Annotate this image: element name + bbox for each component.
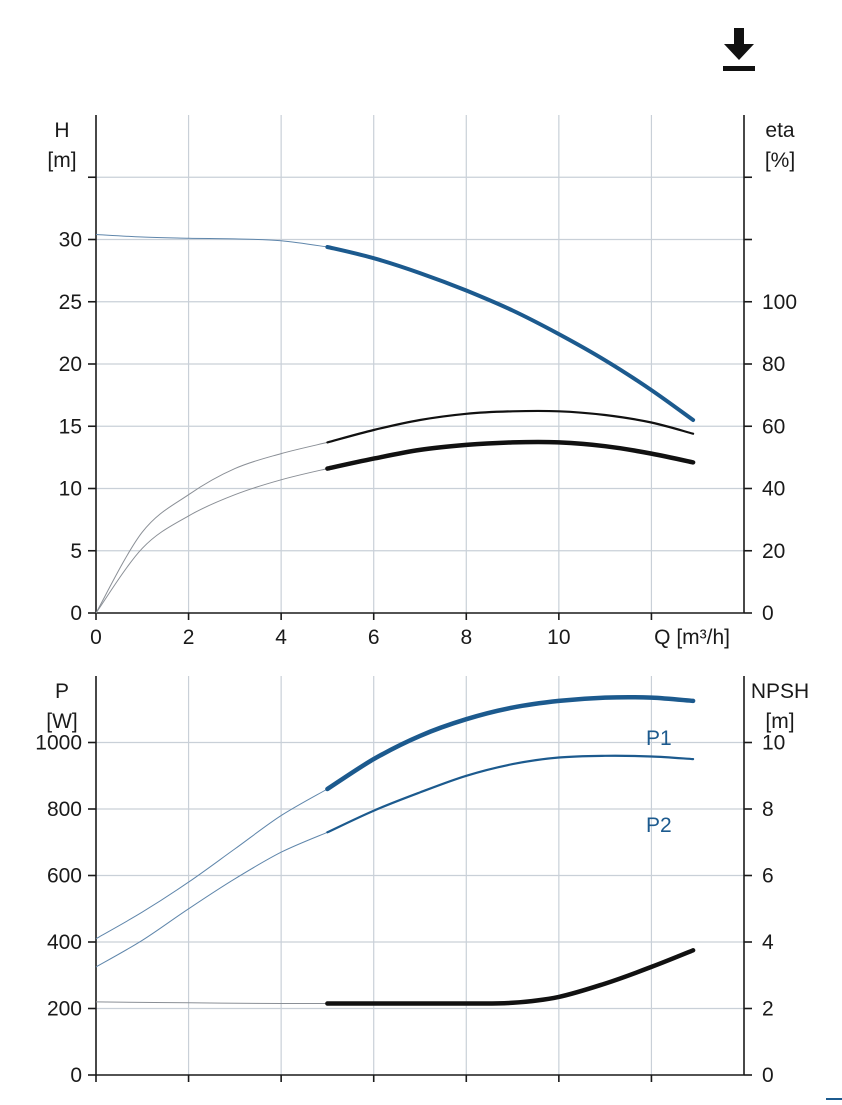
series-h-extrapolated-line	[95, 234, 328, 248]
series-p2-label: P2	[646, 814, 672, 837]
download-arrow-head	[724, 44, 754, 60]
x-tick-label: 2	[183, 626, 195, 649]
series-eta-extrapolated-line	[95, 441, 328, 614]
download-bar	[723, 66, 755, 71]
x-tick-label: 6	[368, 626, 380, 649]
left-axis-title: P	[55, 680, 69, 703]
x-tick-label: 4	[275, 626, 287, 649]
left-axis-title: H	[54, 119, 69, 142]
left-tick-label: 1000	[35, 732, 82, 755]
right-tick-label: 4	[762, 931, 774, 954]
left-axis-title: [m]	[47, 149, 76, 172]
right-tick-label: 10	[762, 732, 785, 755]
left-tick-label: 30	[59, 229, 82, 252]
download-icon[interactable]	[723, 28, 755, 71]
left-tick-label: 5	[70, 540, 82, 563]
series-h-line	[325, 245, 696, 422]
left-tick-label: 25	[59, 291, 82, 314]
left-axis-title: [W]	[46, 710, 78, 733]
series-npsh-line	[325, 948, 696, 1006]
series-eta-line	[326, 409, 695, 444]
series-p2-line	[326, 754, 695, 834]
series-p2-extrapolated-line	[95, 831, 328, 968]
left-tick-label: 600	[47, 865, 82, 888]
x-tick-label: 8	[460, 626, 472, 649]
x-tick-label: 0	[90, 626, 102, 649]
right-tick-label: 40	[762, 478, 785, 501]
right-tick-label: 60	[762, 415, 785, 438]
left-tick-label: 10	[59, 478, 82, 501]
right-tick-label: 8	[762, 798, 774, 821]
series-p1-extrapolated-line	[95, 788, 328, 940]
right-tick-label: 6	[762, 865, 774, 888]
series-p1-line	[325, 694, 696, 792]
left-tick-label: 200	[47, 998, 82, 1021]
left-tick-label: 20	[59, 353, 82, 376]
right-tick-label: 2	[762, 998, 774, 1021]
left-tick-label: 800	[47, 798, 82, 821]
right-tick-label: 100	[762, 291, 797, 314]
right-tick-label: 20	[762, 540, 785, 563]
right-tick-label: 0	[762, 602, 774, 625]
right-axis-title: [%]	[765, 149, 795, 172]
series-npsh-extrapolated-line	[95, 1001, 328, 1005]
left-tick-label: 15	[59, 415, 82, 438]
right-tick-label: 80	[762, 353, 785, 376]
left-tick-label: 400	[47, 931, 82, 954]
series-eta_tot-line	[325, 439, 696, 471]
x-axis-label: Q [m³/h]	[654, 626, 730, 649]
x-tick-label: 10	[547, 626, 570, 649]
download-arrow-shaft	[734, 28, 744, 46]
head-efficiency-chart: 0 5 10 15 20 25 30 0 20 40 60 80 100 0 2 4 6 8 10 Q [m³/h] H…	[47, 115, 797, 649]
series-eta_tot-extrapolated-line	[95, 468, 328, 614]
right-axis-title: NPSH	[751, 680, 809, 703]
left-tick-label: 0	[70, 1064, 82, 1087]
right-axis-title: [m]	[765, 710, 794, 733]
corner-mark	[826, 1098, 842, 1100]
power-npsh-chart: 0 200 400 600 800 1000 0 2 4 6 8 10 P [W] NPSH [m] P1 P2	[35, 676, 809, 1087]
right-tick-label: 0	[762, 1064, 774, 1087]
series-p1-label: P1	[646, 727, 672, 750]
left-tick-label: 0	[70, 602, 82, 625]
right-axis-title: eta	[765, 119, 795, 142]
